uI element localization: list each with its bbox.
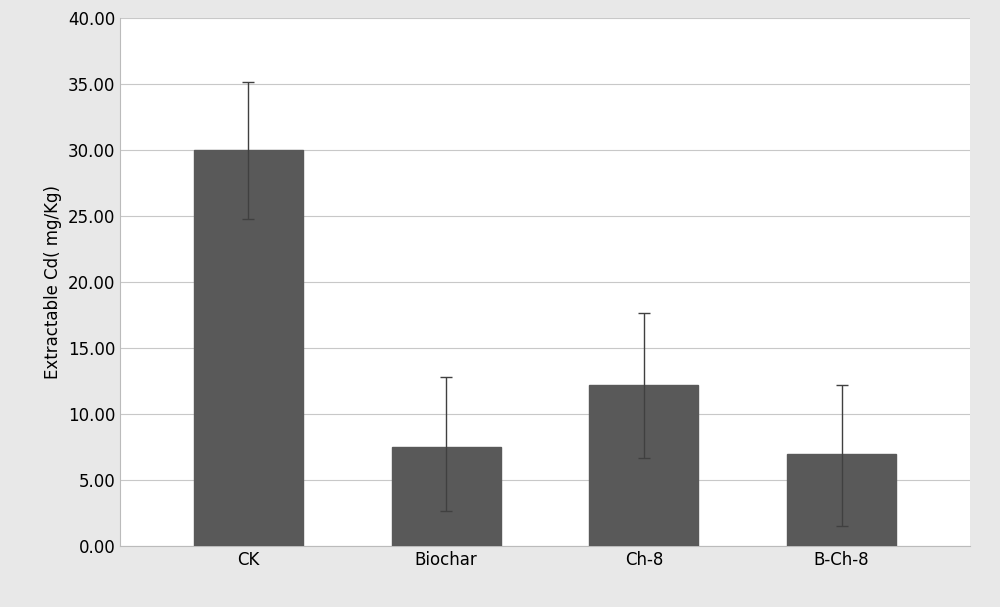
Bar (392, 447, 501, 546)
Bar (194, 151, 303, 546)
Y-axis label: Extractable Cd( mg/Kg): Extractable Cd( mg/Kg) (44, 185, 62, 379)
Bar (787, 454, 896, 546)
Bar (589, 385, 698, 546)
